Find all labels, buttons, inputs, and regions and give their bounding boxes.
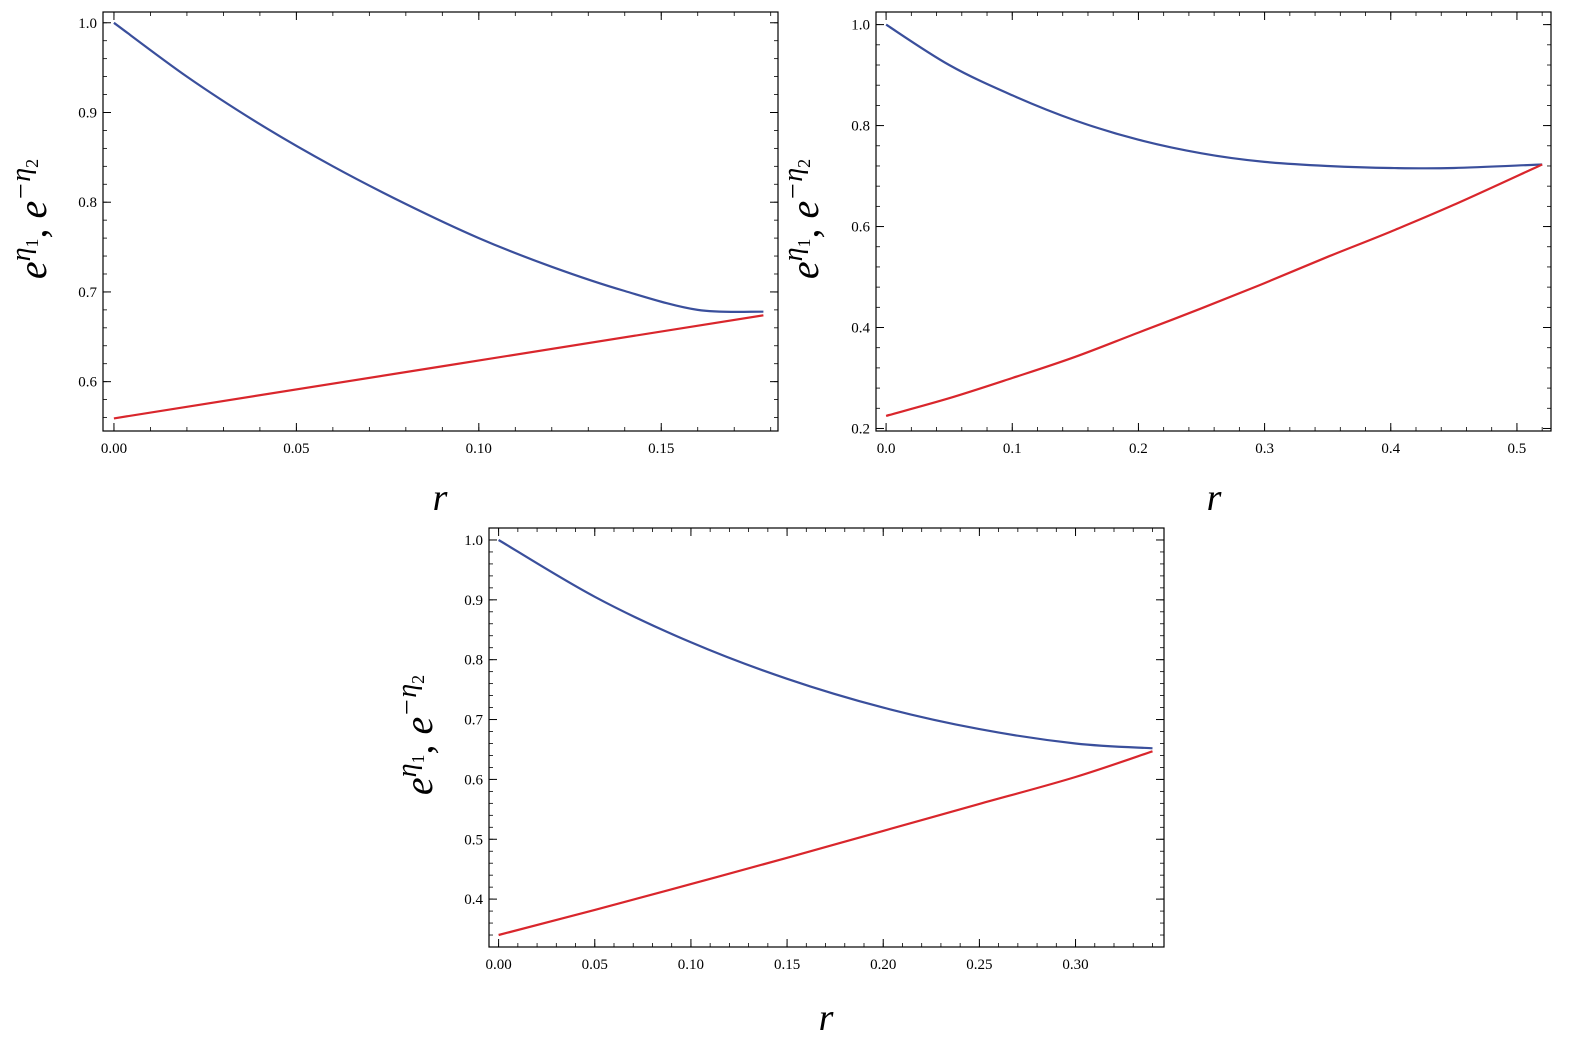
y-tick-label: 0.4: [464, 892, 483, 908]
x-tick-label: 0.5: [1508, 441, 1527, 457]
y-tick-label: 0.2: [851, 421, 870, 437]
x-tick-label: 0.0: [877, 441, 896, 457]
x-tick-label: 0.10: [678, 957, 704, 973]
y-label-sub: 1: [22, 238, 42, 247]
red-series-line: [885, 163, 1543, 417]
x-tick-label: 0.00: [485, 957, 511, 973]
y-label-sub: 2: [794, 159, 814, 168]
y-axis-label: eη1, e−η2: [392, 675, 441, 795]
blue-series-line: [498, 539, 1153, 750]
y-label-base: e: [10, 201, 55, 219]
y-label-sub: 2: [22, 159, 42, 168]
y-tick-label: 0.7: [464, 713, 483, 729]
y-label-sep: ,: [396, 734, 441, 754]
y-label-sep: ,: [782, 218, 827, 238]
y-tick-label: 0.8: [464, 653, 483, 669]
x-tick-label: 0.4: [1381, 441, 1400, 457]
y-tick-label: 0.8: [78, 195, 97, 211]
x-tick-label: 0.10: [466, 441, 492, 457]
y-tick-label: 0.9: [78, 105, 97, 121]
y-axis-label: eη1, e−η2: [778, 159, 827, 279]
x-axis-label: r: [433, 477, 448, 519]
y-label-sup: −η: [6, 168, 37, 201]
y-label-base: e: [782, 201, 827, 219]
x-tick-label: 0.15: [774, 957, 800, 973]
x-tick-label: 0.05: [283, 441, 309, 457]
y-label-base: e: [396, 777, 441, 795]
x-tick-label: 0.00: [101, 441, 127, 457]
y-label-base: e: [396, 717, 441, 735]
y-label-sep: ,: [10, 218, 55, 238]
x-tick-label: 0.2: [1129, 441, 1148, 457]
y-tick-label: 1.0: [851, 18, 870, 34]
y-tick-label: 1.0: [464, 533, 483, 549]
y-tick-label: 0.6: [78, 375, 97, 391]
y-label-sub: 2: [408, 675, 428, 684]
y-tick-label: 0.5: [464, 832, 483, 848]
chart-3: 0.00 0.05 0.10 0.15 0.20 0.25 0.30 0.4 0.5 0.6 0.7…: [392, 527, 1165, 1039]
y-axis-label: eη1, e−η2: [6, 159, 55, 279]
y-tick-label: 0.4: [851, 321, 870, 337]
x-tick-label: 0.3: [1255, 441, 1274, 457]
y-label-sup: η: [6, 247, 37, 261]
y-label-base: e: [10, 261, 55, 279]
x-tick-label: 0.15: [648, 441, 674, 457]
plot-frame: [488, 527, 1165, 948]
y-tick-label: 0.8: [851, 119, 870, 135]
blue-series-line: [885, 23, 1543, 170]
y-tick-label: 0.9: [464, 593, 483, 609]
x-tick-label: 0.25: [966, 957, 992, 973]
plot-frame: [102, 11, 779, 432]
y-label-sup: η: [392, 763, 423, 777]
y-tick-label: 1.0: [78, 16, 97, 32]
red-series-line: [113, 314, 764, 420]
x-tick-label: 0.05: [582, 957, 608, 973]
red-series-line: [498, 750, 1153, 937]
blue-series-line: [113, 21, 764, 314]
y-label-sub: 1: [794, 238, 814, 247]
x-tick-label: 0.30: [1062, 957, 1088, 973]
y-label-sup: −η: [778, 168, 809, 201]
y-tick-label: 0.6: [851, 220, 870, 236]
y-label-base: e: [782, 261, 827, 279]
y-label-sup: −η: [392, 684, 423, 717]
x-tick-label: 0.1: [1003, 441, 1022, 457]
x-axis-label: r: [819, 997, 834, 1039]
y-tick-label: 0.7: [78, 285, 97, 301]
plot-frame: [875, 11, 1552, 432]
x-tick-label: 0.20: [870, 957, 896, 973]
y-label-sup: η: [778, 247, 809, 261]
y-label-sub: 1: [408, 754, 428, 763]
x-axis-label: r: [1207, 477, 1222, 519]
y-tick-label: 0.6: [464, 772, 483, 788]
